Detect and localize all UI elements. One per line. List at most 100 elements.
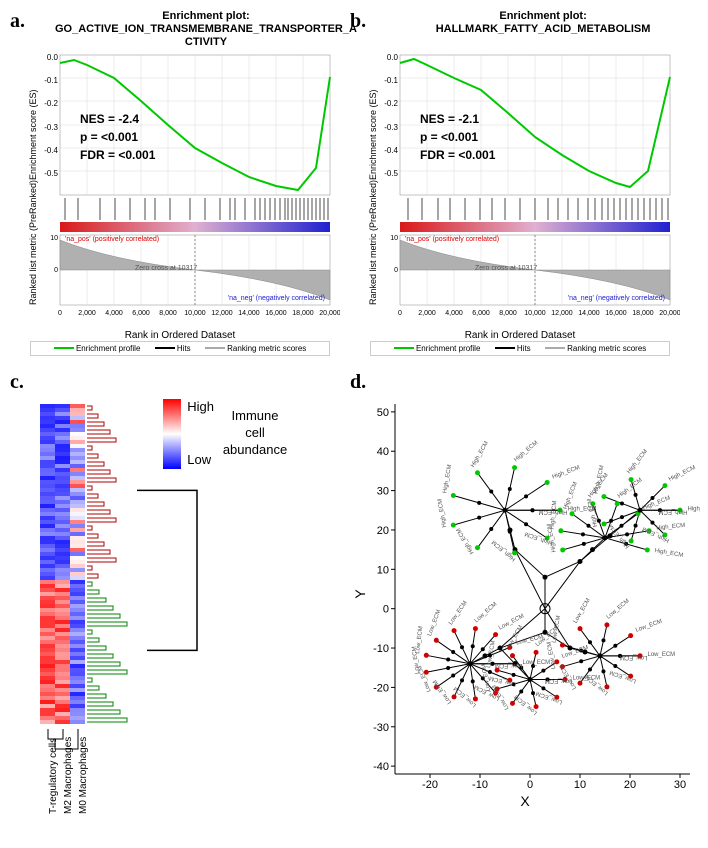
panel-b: b. Enrichment plot: HALLMARK_FATTY_ACID_…: [350, 10, 690, 356]
svg-text:-0.2: -0.2: [384, 99, 398, 108]
svg-text:30: 30: [674, 779, 686, 791]
legend-hits-b: Hits: [517, 344, 531, 353]
svg-text:10: 10: [390, 235, 398, 242]
panel-a-ylabel-top: Enrichment score (ES): [28, 89, 38, 180]
panel-b-p: p = <0.001: [420, 128, 495, 146]
panel-a-label: a.: [10, 10, 25, 50]
svg-text:-30: -30: [373, 721, 389, 733]
svg-text:18,000: 18,000: [632, 310, 654, 317]
svg-text:-10: -10: [472, 779, 488, 791]
svg-text:20,000: 20,000: [659, 310, 680, 317]
panel-b-zerocross: Zero cross at 10317: [475, 265, 537, 272]
svg-text:20: 20: [377, 525, 389, 537]
svg-text:0: 0: [58, 310, 62, 317]
heatmap-legend: High Low Immune cell abundance: [163, 399, 290, 469]
panel-a-xlabel: Rank in Ordered Dataset: [10, 330, 350, 341]
panel-b-title1: Enrichment plot:: [396, 10, 690, 23]
svg-text:4,000: 4,000: [105, 310, 123, 317]
panel-a: a. Enrichment plot: GO_ACTIVE_ION_TRANSM…: [10, 10, 350, 356]
svg-text:Low_ECM: Low_ECM: [620, 653, 648, 659]
svg-text:2,000: 2,000: [78, 310, 96, 317]
panel-b-ylabel-bot: Ranked list metric (PreRanked): [368, 180, 378, 305]
svg-text:30: 30: [377, 485, 389, 497]
svg-text:-40: -40: [373, 761, 389, 773]
d-ylabel: Y: [352, 588, 368, 598]
svg-text:6,000: 6,000: [132, 310, 150, 317]
panel-b-label: b.: [350, 10, 366, 50]
col-label-2: M0 Macrophages: [78, 736, 89, 813]
panel-b-nes: NES = -2.1: [420, 110, 495, 128]
tree-svg: -40-30-20-1001020304050 -20-100102030 Hi…: [350, 394, 700, 814]
panel-b-legend: Enrichment profile Hits Ranking metric s…: [370, 341, 670, 356]
panel-b-neg-label: 'na_neg' (negatively correlated): [568, 295, 665, 302]
svg-text:0.0: 0.0: [47, 53, 59, 62]
panel-a-title2: GO_ACTIVE_ION_TRANSMEMBRANE_TRANSPORTER_…: [55, 23, 357, 36]
svg-text:10: 10: [50, 235, 58, 242]
svg-text:16,000: 16,000: [605, 310, 627, 317]
svg-text:8,000: 8,000: [499, 310, 517, 317]
panel-a-pos-label: 'na_pos' (positively correlated): [65, 236, 159, 243]
legend-hits: Hits: [177, 344, 191, 353]
svg-text:-0.3: -0.3: [384, 123, 398, 132]
legend-ranking: Ranking metric scores: [227, 344, 306, 353]
panel-b-fdr: FDR = <0.001: [420, 146, 495, 164]
svg-text:-0.3: -0.3: [44, 123, 58, 132]
panel-a-nes: NES = -2.4: [80, 110, 155, 128]
svg-text:-20: -20: [422, 779, 438, 791]
svg-text:-0.4: -0.4: [44, 146, 58, 155]
svg-text:Low_ECM: Low_ECM: [648, 651, 676, 657]
svg-text:0: 0: [527, 779, 533, 791]
svg-text:16,000: 16,000: [265, 310, 287, 317]
col-label-1: M2 Macrophages: [63, 736, 74, 813]
svg-text:-0.2: -0.2: [44, 99, 58, 108]
svg-text:High_ECM: High_ECM: [658, 508, 687, 514]
svg-text:0: 0: [383, 603, 389, 615]
svg-text:-0.1: -0.1: [44, 76, 58, 85]
svg-text:0.0: 0.0: [387, 53, 399, 62]
panel-a-p: p = <0.001: [80, 128, 155, 146]
legend-low: Low: [187, 452, 214, 469]
svg-text:14,000: 14,000: [578, 310, 600, 317]
panel-a-title3: CTIVITY: [55, 36, 357, 49]
panel-a-stats: NES = -2.4 p = <0.001 FDR = <0.001: [80, 110, 155, 164]
svg-text:12,000: 12,000: [551, 310, 573, 317]
panel-a-neg-label: 'na_neg' (negatively correlated): [228, 295, 325, 302]
panel-b-plot: 0.0 -0.1 -0.2 -0.3 -0.4 -0.5 10 0 0 2,000 4,00…: [360, 50, 680, 330]
svg-text:50: 50: [377, 406, 389, 418]
svg-text:-0.4: -0.4: [384, 146, 398, 155]
svg-text:0: 0: [398, 310, 402, 317]
panel-a-title1: Enrichment plot:: [55, 10, 357, 23]
svg-text:-0.5: -0.5: [44, 169, 58, 178]
svg-text:10: 10: [574, 779, 586, 791]
svg-text:-0.1: -0.1: [384, 76, 398, 85]
svg-text:6,000: 6,000: [472, 310, 490, 317]
legend-profile: Enrichment profile: [76, 344, 140, 353]
svg-text:18,000: 18,000: [292, 310, 314, 317]
svg-text:20: 20: [624, 779, 636, 791]
panel-b-stats: NES = -2.1 p = <0.001 FDR = <0.001: [420, 110, 495, 164]
svg-text:4,000: 4,000: [445, 310, 463, 317]
svg-text:0: 0: [394, 267, 398, 274]
svg-text:14,000: 14,000: [238, 310, 260, 317]
svg-text:20,000: 20,000: [319, 310, 340, 317]
svg-text:2,000: 2,000: [418, 310, 436, 317]
svg-text:-20: -20: [373, 682, 389, 694]
panel-a-ylabel-bot: Ranked list metric (PreRanked): [28, 180, 38, 305]
svg-text:-0.5: -0.5: [384, 169, 398, 178]
legend-high: High: [187, 399, 214, 416]
panel-b-xlabel: Rank in Ordered Dataset: [350, 330, 690, 341]
panel-c-label: c.: [10, 371, 350, 394]
svg-text:-10: -10: [373, 643, 389, 655]
panel-b-ylabel-top: Enrichment score (ES): [368, 89, 378, 180]
svg-text:10: 10: [377, 564, 389, 576]
panel-a-zerocross: Zero cross at 10317: [135, 265, 197, 272]
panel-a-plot: 0.0-0.1 -0.2-0.3 -0.4-0.5 100 02,0004,00…: [20, 50, 340, 330]
panel-b-title2: HALLMARK_FATTY_ACID_METABOLISM: [396, 23, 690, 36]
legend-profile-b: Enrichment profile: [416, 344, 480, 353]
panel-b-pos-label: 'na_pos' (positively correlated): [405, 236, 499, 243]
svg-text:High_ECM: High_ECM: [688, 506, 701, 512]
legend-ranking-b: Ranking metric scores: [567, 344, 646, 353]
svg-text:8,000: 8,000: [159, 310, 177, 317]
svg-text:Low_ECM: Low_ECM: [523, 659, 551, 665]
panel-a-legend: Enrichment profile Hits Ranking metric s…: [30, 341, 330, 356]
